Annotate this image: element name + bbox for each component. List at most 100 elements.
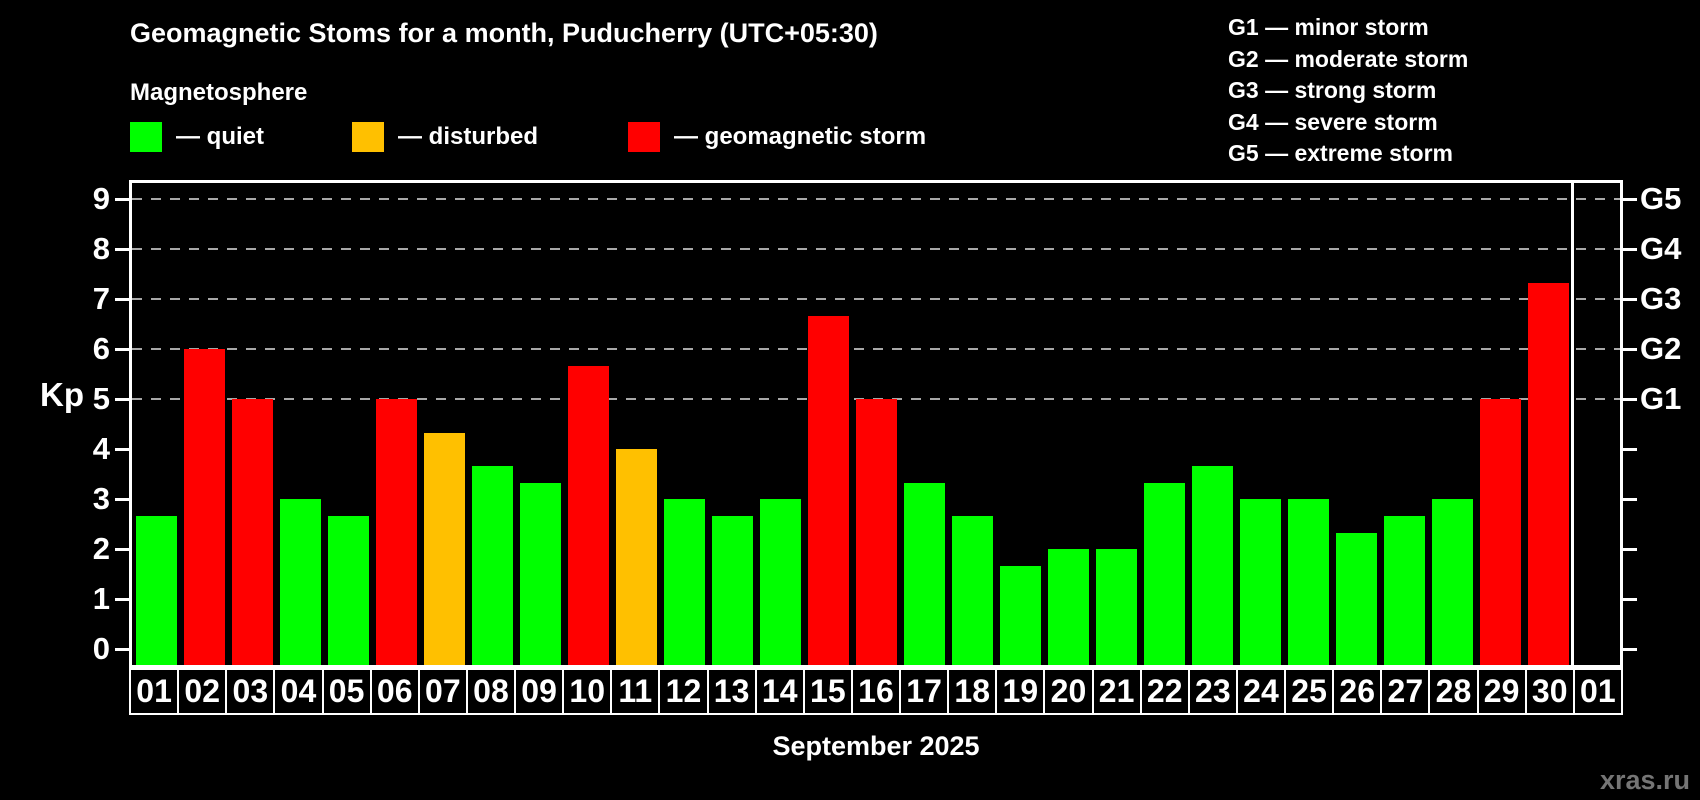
gridline-kp-9 <box>132 198 1620 200</box>
y-axis-tick-right-3 <box>1623 498 1637 501</box>
bar-day-08 <box>471 465 513 665</box>
bar-day-07 <box>423 432 465 665</box>
gridline-kp-6 <box>132 348 1620 350</box>
y-axis-tick-left-0 <box>115 648 129 651</box>
day-cell-30: 30 <box>1524 668 1575 715</box>
day-cell-05: 05 <box>321 668 372 715</box>
legend-swatch-quiet <box>130 122 162 152</box>
legend-item-disturbed: — disturbed <box>352 120 538 154</box>
day-cell-02: 02 <box>177 668 228 715</box>
day-cell-10: 10 <box>562 668 613 715</box>
bar-day-25 <box>1287 499 1329 665</box>
bar-day-05 <box>327 515 369 665</box>
y-axis-tick-right-8 <box>1623 248 1637 251</box>
day-cell-03: 03 <box>225 668 276 715</box>
bar-day-14 <box>759 499 801 665</box>
y-axis-tick-left-8 <box>115 248 129 251</box>
legend-item-storm: — geomagnetic storm <box>628 120 926 154</box>
y-axis-label-2: 2 <box>92 531 110 566</box>
y-axis-title: Kp <box>40 376 84 413</box>
bar-day-30 <box>1527 282 1569 665</box>
bar-day-19 <box>999 565 1041 665</box>
bar-day-24 <box>1239 499 1281 665</box>
bar-day-01 <box>135 515 177 665</box>
day-cell-12: 12 <box>658 668 709 715</box>
y-axis-tick-right-7 <box>1623 298 1637 301</box>
day-cell-23: 23 <box>1187 668 1238 715</box>
y-axis-tick-right-2 <box>1623 548 1637 551</box>
gridline-kp-7 <box>132 298 1620 300</box>
y-axis-tick-right-4 <box>1623 448 1637 451</box>
bar-day-06 <box>375 399 417 665</box>
legend-swatch-disturbed <box>352 122 384 152</box>
bar-day-03 <box>231 399 273 665</box>
legend-label-storm: — geomagnetic storm <box>674 123 927 150</box>
day-cell-21: 21 <box>1091 668 1142 715</box>
storm-scale-legend: G1 — minor storm G2 — moderate storm G3 — … <box>1228 12 1468 170</box>
bar-day-23 <box>1191 465 1233 665</box>
day-cell-26: 26 <box>1332 668 1383 715</box>
bar-day-10 <box>567 365 609 665</box>
day-cell-07: 07 <box>417 668 468 715</box>
g-level-label-G1: G1 <box>1640 381 1682 416</box>
y-axis-tick-right-9 <box>1623 198 1637 201</box>
day-cell-11: 11 <box>610 668 661 715</box>
storm-scale-item-g2: G2 — moderate storm <box>1228 45 1469 72</box>
day-cell-14: 14 <box>754 668 805 715</box>
y-axis-label-7: 7 <box>92 281 110 316</box>
day-cell-24: 24 <box>1235 668 1286 715</box>
bar-day-17 <box>903 482 945 665</box>
plot-area: 0 1 2 3 4 5 6 7 8 9 G1 G2 G3 G4 G5 <box>93 180 1681 668</box>
bar-day-21 <box>1095 549 1137 665</box>
y-axis-tick-left-6 <box>115 348 129 351</box>
day-cell-01: 01 <box>129 668 180 715</box>
day-cell-19: 19 <box>995 668 1046 715</box>
bar-day-16 <box>855 399 897 665</box>
y-axis-tick-left-5 <box>115 398 129 401</box>
y-axis-tick-left-9 <box>115 198 129 201</box>
bar-day-28 <box>1431 499 1473 665</box>
next-month-separator <box>1571 183 1574 665</box>
bar-day-02 <box>183 349 225 665</box>
y-axis-tick-right-0 <box>1623 648 1637 651</box>
day-cell-18: 18 <box>947 668 998 715</box>
day-cell-15: 15 <box>802 668 853 715</box>
bar-day-22 <box>1143 482 1185 665</box>
month-caption: September 2025 <box>772 731 980 761</box>
day-cell-06: 06 <box>369 668 420 715</box>
y-axis-tick-left-1 <box>115 598 129 601</box>
y-axis-tick-right-1 <box>1623 598 1637 601</box>
bar-day-20 <box>1047 549 1089 665</box>
legend-label-quiet: — quiet <box>176 123 264 150</box>
day-cell-20: 20 <box>1043 668 1094 715</box>
day-cell-25: 25 <box>1284 668 1335 715</box>
g-level-label-G3: G3 <box>1640 281 1682 316</box>
bar-day-11 <box>615 449 657 665</box>
kp-status-legend: — quiet — disturbed — geomagnetic storm <box>0 120 1200 156</box>
bar-day-27 <box>1383 515 1425 665</box>
x-axis-day-labels: 01 02 03 04 05 06 07 08 09 10 11 12 13 14 15 16 17 18 19 20… <box>129 668 1623 715</box>
y-axis-label-8: 8 <box>92 231 110 266</box>
y-axis-label-4: 4 <box>92 431 110 466</box>
day-cell-08: 08 <box>465 668 516 715</box>
day-cell-16: 16 <box>850 668 901 715</box>
day-cell-next-01: 01 <box>1572 668 1623 715</box>
day-cell-17: 17 <box>899 668 950 715</box>
day-cell-28: 28 <box>1428 668 1479 715</box>
storm-scale-item-g5: G5 — extreme storm <box>1228 140 1453 166</box>
y-axis-label-3: 3 <box>92 481 110 516</box>
gridline-kp-8 <box>132 248 1620 250</box>
g-level-label-G4: G4 <box>1640 231 1682 266</box>
y-axis-label-5: 5 <box>92 381 110 416</box>
legend-label-disturbed: — disturbed <box>398 123 539 150</box>
day-cell-13: 13 <box>706 668 757 715</box>
y-axis-label-6: 6 <box>92 331 110 366</box>
bar-day-09 <box>519 482 561 665</box>
storm-scale-item-g4: G4 — severe storm <box>1228 108 1438 135</box>
storm-scale-item-g3: G3 — strong storm <box>1228 77 1437 103</box>
y-axis-tick-left-3 <box>115 498 129 501</box>
bar-day-18 <box>951 515 993 665</box>
y-axis-label-1: 1 <box>92 581 110 616</box>
y-axis-tick-left-4 <box>115 448 129 451</box>
